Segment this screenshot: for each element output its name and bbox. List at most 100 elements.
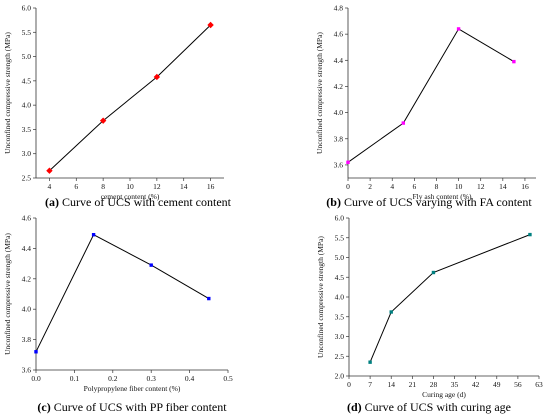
y-tick-label: 2.5 <box>22 174 32 183</box>
data-point <box>153 73 161 81</box>
x-tick-label: 14 <box>499 182 507 191</box>
y-tick-label: 4.6 <box>334 30 344 39</box>
y-tick-label: 4.4 <box>22 244 32 253</box>
caption-text: Curve of UCS with PP fiber content <box>51 400 228 414</box>
x-tick-label: 14 <box>180 182 188 191</box>
y-tick-label: 3.5 <box>335 312 345 321</box>
y-tick-label: 4.2 <box>334 82 344 91</box>
x-tick-label: 14 <box>387 380 395 389</box>
chart-panel-2: 0 2 4 6 8 10 12 14 16 3.6 3.8 4.0 4.2 4.4 4.6 4.8 Fly as… <box>315 4 536 209</box>
series-line <box>347 28 515 163</box>
caption-text: Curve of UCS with curing age <box>362 400 511 414</box>
caption-letter: (a) <box>45 195 59 209</box>
data-point <box>207 21 214 29</box>
data-point <box>512 59 516 64</box>
series-line <box>49 24 211 172</box>
y-tick-label: 5.5 <box>22 28 32 37</box>
y-axis-label: Unconfined compressive strength (MPa) <box>315 32 324 154</box>
series-line <box>369 234 531 363</box>
y-tick-label: 3.0 <box>335 332 345 341</box>
y-tick-label: 5.0 <box>335 253 345 262</box>
data-point <box>46 167 53 174</box>
data-point <box>346 160 350 165</box>
x-tick-label: 0 <box>346 182 350 191</box>
chart-panel-3: 0.0 0.1 0.2 0.3 0.4 0.5 3.6 3.8 4.0 4.2 4.4 4.6 Poly… <box>3 214 233 415</box>
chart-caption: (c) Curve of UCS with PP fiber content <box>37 400 227 414</box>
y-tick-label: 4.0 <box>335 293 345 302</box>
y-tick-label: 3.8 <box>22 335 32 344</box>
caption-text: Curve of UCS varying with FA content <box>341 195 532 209</box>
y-axis-label: Unconfined compressive strength (MPa) <box>316 236 325 358</box>
x-tick-label: 6 <box>412 182 416 191</box>
data-point <box>431 270 436 275</box>
x-tick-label: 10 <box>455 182 463 191</box>
x-tick-label: 7 <box>368 380 372 389</box>
y-tick-label: 4.0 <box>22 101 32 110</box>
x-tick-label: 12 <box>477 182 485 191</box>
y-tick-label: 4.0 <box>22 305 32 314</box>
y-tick-label: 4.8 <box>334 4 344 13</box>
x-tick-label: 35 <box>451 380 459 389</box>
data-point <box>368 360 372 364</box>
x-tick-label: 0.1 <box>70 374 80 383</box>
y-tick-label: 4.0 <box>334 108 344 117</box>
x-tick-label: 0 <box>347 380 351 389</box>
x-tick-label: 49 <box>493 380 501 389</box>
y-tick-label: 6.0 <box>22 4 32 13</box>
y-axis-label: Unconfined compressive strength (MPa) <box>3 32 12 154</box>
y-tick-label: 2.0 <box>335 372 345 381</box>
x-tick-label: 0.0 <box>31 374 41 383</box>
y-axis-label: Unconfined compressive strength (MPa) <box>3 233 12 355</box>
chart-caption: (d) Curve of UCS with curing age <box>347 400 511 414</box>
chart-panel-4: 0 7 14 21 28 35 42 49 56 63 2.0 2.5 3.0 3.5 4.0 4.5 5.0 5… <box>316 214 543 415</box>
y-tick-label: 4.2 <box>22 274 32 283</box>
series-line <box>35 234 210 353</box>
y-tick-label: 4.6 <box>22 214 32 223</box>
y-tick-label: 4.4 <box>334 56 344 65</box>
data-point <box>456 27 461 31</box>
y-tick-label: 6.0 <box>335 214 345 223</box>
x-tick-label: 4 <box>390 182 394 191</box>
x-tick-label: 0.2 <box>108 374 118 383</box>
x-tick-label: 16 <box>207 182 215 191</box>
x-axis-label: Polypropylene fiber content (%) <box>84 384 181 393</box>
chart-caption: (b) Curve of UCS varying with FA content <box>326 195 532 209</box>
x-axis-label: cement content (%) <box>101 192 160 201</box>
y-tick-label: 3.6 <box>334 160 344 169</box>
x-tick-label: 28 <box>430 380 438 389</box>
x-tick-label: 21 <box>409 380 417 389</box>
caption-letter: (c) <box>37 400 50 414</box>
x-axis-label: Curing age (d) <box>422 390 466 399</box>
data-point <box>99 117 107 124</box>
x-tick-label: 56 <box>514 380 522 389</box>
x-tick-label: 12 <box>153 182 161 191</box>
y-tick-label: 4.5 <box>22 76 32 85</box>
y-tick-label: 5.0 <box>22 52 32 61</box>
caption-letter: (d) <box>347 400 362 414</box>
data-point <box>528 232 532 237</box>
data-point <box>401 121 405 125</box>
x-tick-label: 2 <box>368 182 372 191</box>
data-point <box>34 350 38 354</box>
data-point <box>207 296 211 301</box>
y-tick-label: 4.5 <box>335 273 345 282</box>
chart-panel-1: 4 6 8 10 12 14 16 2.5 3.0 3.5 4.0 4.5 5.0 5.5 6.0 cemen… <box>3 4 232 210</box>
x-tick-label: 63 <box>535 380 543 389</box>
y-tick-label: 2.5 <box>335 352 345 361</box>
y-tick-label: 3.5 <box>22 125 32 134</box>
x-axis-label: Fly ash content (%) <box>413 192 472 201</box>
x-tick-label: 0.4 <box>185 374 195 383</box>
x-tick-label: 4 <box>48 182 52 191</box>
x-tick-label: 16 <box>521 182 529 191</box>
y-tick-label: 3.8 <box>334 134 344 143</box>
x-tick-label: 0.5 <box>223 374 233 383</box>
x-tick-label: 6 <box>74 182 78 191</box>
caption-text: Curve of UCS with cement content <box>59 195 232 209</box>
data-point <box>149 263 153 267</box>
y-tick-label: 5.5 <box>335 233 345 242</box>
chart-caption: (a) Curve of UCS with cement content <box>45 195 232 209</box>
y-tick-label: 3.6 <box>22 366 32 375</box>
caption-letter: (b) <box>326 195 341 209</box>
x-tick-label: 42 <box>472 380 480 389</box>
